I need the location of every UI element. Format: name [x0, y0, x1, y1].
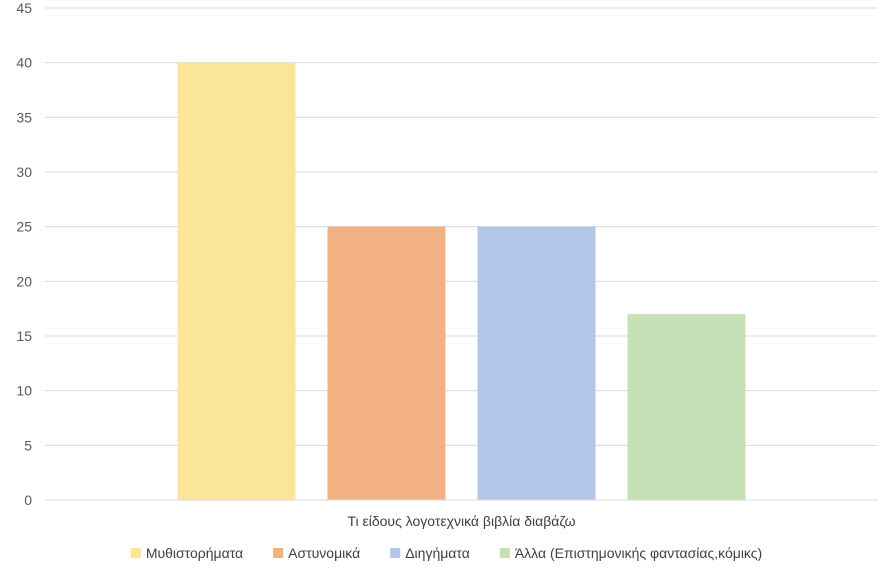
category-label: Τι είδους λογοτεχνικά βιβλία διαβάζω [347, 513, 575, 529]
bar-4 [627, 314, 746, 500]
legend-swatch [130, 548, 141, 558]
y-tick-label: 45 [16, 0, 32, 16]
legend-label: Αστυνομικά [288, 545, 360, 561]
bar-2 [327, 226, 446, 500]
y-tick-label: 0 [24, 492, 32, 508]
y-tick-label: 40 [16, 55, 32, 71]
y-tick-label: 10 [16, 383, 32, 399]
gridlines [45, 7, 878, 446]
y-tick-label: 25 [16, 219, 32, 235]
legend-label: Άλλα (Επιστημονικής φαντασίας,κόμικς) [515, 545, 762, 561]
legend-label: Διηγήματα [405, 545, 470, 561]
bar-3 [477, 226, 596, 500]
y-tick-label: 35 [16, 109, 32, 125]
y-tick-label: 30 [16, 164, 32, 180]
bars [177, 62, 746, 501]
legend-swatch [273, 548, 284, 558]
legend-item: Μυθιστορήματα [130, 545, 243, 561]
legend-label: Μυθιστορήματα [146, 545, 243, 561]
legend-item: Διηγήματα [390, 545, 470, 561]
y-tick-label: 15 [16, 328, 32, 344]
y-tick-label: 20 [16, 273, 32, 289]
y-tick-label: 5 [24, 437, 32, 453]
legend-item: Άλλα (Επιστημονικής φαντασίας,κόμικς) [499, 545, 762, 561]
legend: Μυθιστορήματα Αστυνομικά Διηγήματα Άλλα (Επ… [130, 545, 762, 561]
bar-1 [177, 62, 296, 501]
legend-swatch [390, 548, 401, 558]
y-axis-ticks: 0 5 10 15 20 25 30 35 40 45 [16, 0, 32, 508]
legend-item: Αστυνομικά [273, 545, 360, 561]
legend-swatch [499, 548, 510, 558]
